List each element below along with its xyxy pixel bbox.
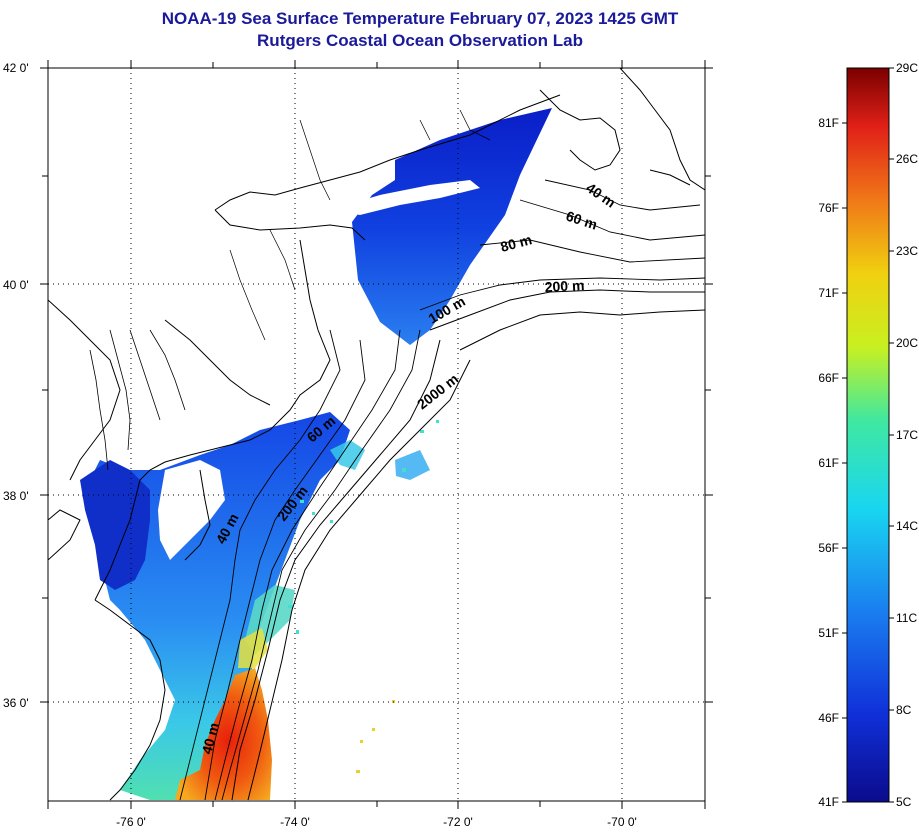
lat-label-36: 36 0' [3, 696, 29, 710]
graticule [48, 68, 705, 801]
isobath-80m [214, 239, 705, 801]
isobath-100m [221, 277, 705, 801]
sst-field-offshore-cyan-2 [395, 450, 430, 480]
sst-speckles-warm [356, 700, 395, 773]
land-mask-long-island [330, 180, 480, 215]
map-title: NOAA-19 Sea Surface Temperature February… [0, 8, 840, 52]
colorbar-c-20: 20C [896, 336, 918, 350]
colorbar-c-5: 5C [896, 795, 912, 809]
map-frame [47, 67, 706, 802]
isobath-2000m [247, 309, 705, 801]
lon-label-72: -72 0' [443, 815, 473, 829]
lat-label-38: 38 0' [3, 489, 29, 503]
colorbar-f-41: 41F [818, 795, 839, 809]
colorbar-c-14: 14C [896, 519, 918, 533]
colorbar-f-71: 71F [818, 286, 839, 300]
land-mask-delmarva [158, 460, 225, 560]
colorbar-f-66: 66F [818, 371, 839, 385]
contour-label-40m-north: 40 m [583, 179, 618, 210]
contour-label-80m: 80 m [499, 231, 534, 255]
colorbar-c-11: 11C [896, 611, 917, 625]
colorbar-c-29: 29C [896, 61, 918, 75]
colorbar-f-56: 56F [818, 541, 839, 555]
colorbar-f-61: 61F [818, 456, 839, 470]
sst-field-chesapeake [80, 460, 150, 590]
colorbar-c-17: 17C [896, 428, 918, 442]
contour-label-60m-north: 60 m [564, 208, 599, 233]
colorbar-c-26: 26C [896, 152, 918, 166]
colorbar-f-46: 46F [818, 711, 839, 725]
colorbar-f-81: 81F [818, 116, 839, 130]
sst-field-gulfstream [175, 668, 272, 800]
title-line-1: NOAA-19 Sea Surface Temperature February… [161, 9, 679, 28]
lon-label-74: -74 0' [280, 815, 310, 829]
sst-field-north [352, 108, 552, 345]
lon-label-70: -70 0' [607, 815, 637, 829]
temperature-colorbar: 81F 76F 71F 66F 61F 56F 51F 46F 41F 29C … [818, 61, 918, 809]
chesapeake-shoreline [89, 329, 186, 471]
sst-field-offshore-cyan [330, 440, 365, 470]
contour-label-200m-north: 200 m [544, 277, 584, 295]
contour-label-40m-south: 40 m [198, 721, 222, 756]
axis-ticks [40, 60, 713, 809]
cape-cod-coast [539, 68, 705, 191]
lon-label-76: -76 0' [116, 815, 146, 829]
sst-speckles [288, 420, 439, 634]
colorbar-c-8: 8C [896, 703, 912, 717]
coastline [48, 94, 561, 801]
sst-map: 40 m 60 m 80 m 200 m 100 m 2000 m 60 m 2… [48, 68, 705, 801]
isobath-60m [204, 199, 705, 801]
colorbar-f-51: 51F [818, 626, 839, 640]
title-line-2: Rutgers Coastal Ocean Observation Lab [257, 31, 583, 50]
colorbar-c-23: 23C [896, 244, 918, 258]
colorbar-gradient [846, 67, 890, 803]
colorbar-f-76: 76F [818, 201, 839, 215]
lat-label-40: 40 0' [3, 278, 29, 292]
isobath-200m [231, 289, 705, 801]
lat-label-42: 42 0' [3, 61, 29, 75]
isobath-40m [179, 179, 701, 801]
inland-rivers [229, 109, 491, 341]
